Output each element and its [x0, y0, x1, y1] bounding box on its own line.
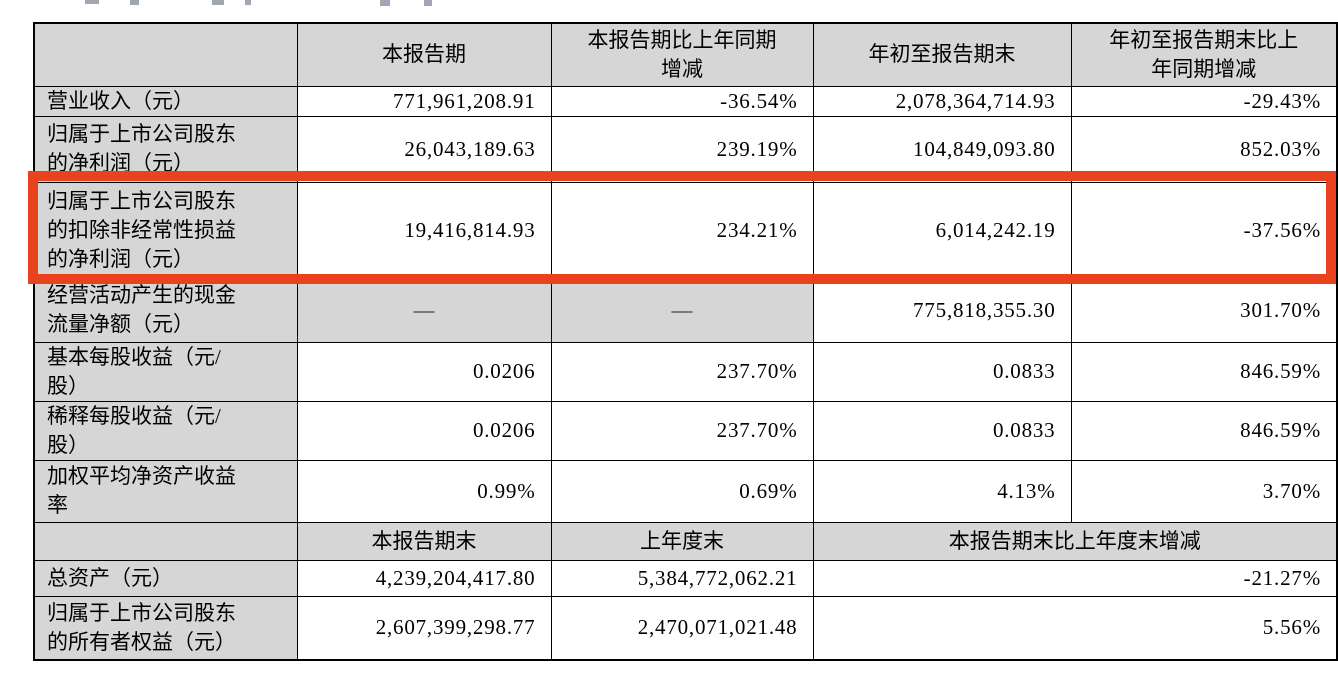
value-cell: 4.13% — [812, 459, 1072, 523]
column-header-current-vs-prior: 本报告期比上年同期 增减 — [550, 22, 814, 87]
clipped-text-fragment — [424, 0, 432, 6]
value-cell: 2,607,399,298.77 — [296, 595, 552, 661]
value-cell: 239.19% — [550, 115, 814, 183]
metric-label-cell: 稀释每股收益（元/ 股） — [33, 400, 298, 461]
value-cell: 846.59% — [1070, 341, 1338, 402]
corner-cell — [33, 22, 298, 87]
value-cell: 775,818,355.30 — [812, 277, 1072, 343]
table-row-shareholders-equity: 归属于上市公司股东 的所有者权益（元） 2,607,399,298.77 2,4… — [33, 595, 1338, 661]
table-row-operating-cash-flow: 经营活动产生的现金 流量净额（元） — — 775,818,355.30 301… — [33, 277, 1338, 343]
column-header-period-end-change: 本报告期末比上年度末增减 — [812, 521, 1338, 561]
table-row-weighted-avg-roe: 加权平均净资产收益 率 0.99% 0.69% 4.13% 3.70% — [33, 459, 1338, 523]
value-cell: 0.0206 — [296, 341, 552, 402]
value-cell: -36.54% — [550, 85, 814, 117]
clipped-text-fragment — [380, 0, 390, 6]
value-cell: 5,384,772,062.21 — [550, 559, 814, 597]
value-cell: 771,961,208.91 — [296, 85, 552, 117]
value-cell: 0.69% — [550, 459, 814, 523]
clipped-text-fragment — [130, 0, 139, 5]
value-cell: -37.56% — [1070, 181, 1338, 279]
column-header-period-end: 本报告期末 — [296, 521, 552, 561]
value-cell: 2,470,071,021.48 — [550, 595, 814, 661]
value-cell: 234.21% — [550, 181, 814, 279]
column-header-current-period: 本报告期 — [296, 22, 552, 87]
value-cell: 104,849,093.80 — [812, 115, 1072, 183]
value-cell: 2,078,364,714.93 — [812, 85, 1072, 117]
clipped-text-fragment — [85, 0, 99, 4]
value-cell: 301.70% — [1070, 277, 1338, 343]
value-cell: 852.03% — [1070, 115, 1338, 183]
key-financials-table: 本报告期 本报告期比上年同期 增减 年初至报告期末 年初至报告期末比上 年同期增… — [33, 22, 1338, 661]
value-cell: 0.0833 — [812, 400, 1072, 461]
value-cell-dash: — — [296, 277, 552, 343]
table-row-total-assets: 总资产（元） 4,239,204,417.80 5,384,772,062.21… — [33, 559, 1338, 597]
metric-label-cell: 经营活动产生的现金 流量净额（元） — [33, 277, 298, 343]
value-cell: 3.70% — [1070, 459, 1338, 523]
value-cell: -21.27% — [812, 559, 1338, 597]
table-row-diluted-eps: 稀释每股收益（元/ 股） 0.0206 237.70% 0.0833 846.5… — [33, 400, 1338, 461]
value-cell: 4,239,204,417.80 — [296, 559, 552, 597]
period-header-row: 本报告期 本报告期比上年同期 增减 年初至报告期末 年初至报告期末比上 年同期增… — [33, 22, 1338, 87]
metric-label-cell: 营业收入（元） — [33, 85, 298, 117]
table-row-operating-revenue: 营业收入（元） 771,961,208.91 -36.54% 2,078,364… — [33, 85, 1338, 117]
value-cell: 237.70% — [550, 400, 814, 461]
column-header-prior-year-end: 上年度末 — [550, 521, 814, 561]
value-cell: 5.56% — [812, 595, 1338, 661]
snapshot-header-row: 本报告期末 上年度末 本报告期末比上年度末增减 — [33, 521, 1338, 561]
table-row-basic-eps: 基本每股收益（元/ 股） 0.0206 237.70% 0.0833 846.5… — [33, 341, 1338, 402]
value-cell: 0.0206 — [296, 400, 552, 461]
metric-label-cell: 基本每股收益（元/ 股） — [33, 341, 298, 402]
value-cell: 26,043,189.63 — [296, 115, 552, 183]
clipped-text-fragment — [212, 0, 224, 5]
value-cell-dash: — — [550, 277, 814, 343]
value-cell: 0.0833 — [812, 341, 1072, 402]
metric-label-cell: 总资产（元） — [33, 559, 298, 597]
value-cell: 237.70% — [550, 341, 814, 402]
value-cell: 0.99% — [296, 459, 552, 523]
corner-cell — [33, 521, 298, 561]
table-row-net-profit-excl-nonrecurring: 归属于上市公司股东 的扣除非经常性损益 的净利润（元） 19,416,814.9… — [33, 181, 1338, 279]
value-cell: -29.43% — [1070, 85, 1338, 117]
clipped-text-fragment — [245, 0, 251, 5]
column-header-ytd: 年初至报告期末 — [812, 22, 1072, 87]
table-row-net-profit: 归属于上市公司股东 的净利润（元） 26,043,189.63 239.19% … — [33, 115, 1338, 183]
metric-label-cell: 归属于上市公司股东 的所有者权益（元） — [33, 595, 298, 661]
metric-label-cell: 归属于上市公司股东 的扣除非经常性损益 的净利润（元） — [33, 181, 298, 279]
metric-label-cell: 归属于上市公司股东 的净利润（元） — [33, 115, 298, 183]
value-cell: 846.59% — [1070, 400, 1338, 461]
column-header-ytd-vs-prior: 年初至报告期末比上 年同期增减 — [1070, 22, 1338, 87]
value-cell: 6,014,242.19 — [812, 181, 1072, 279]
metric-label-cell: 加权平均净资产收益 率 — [33, 459, 298, 523]
value-cell: 19,416,814.93 — [296, 181, 552, 279]
